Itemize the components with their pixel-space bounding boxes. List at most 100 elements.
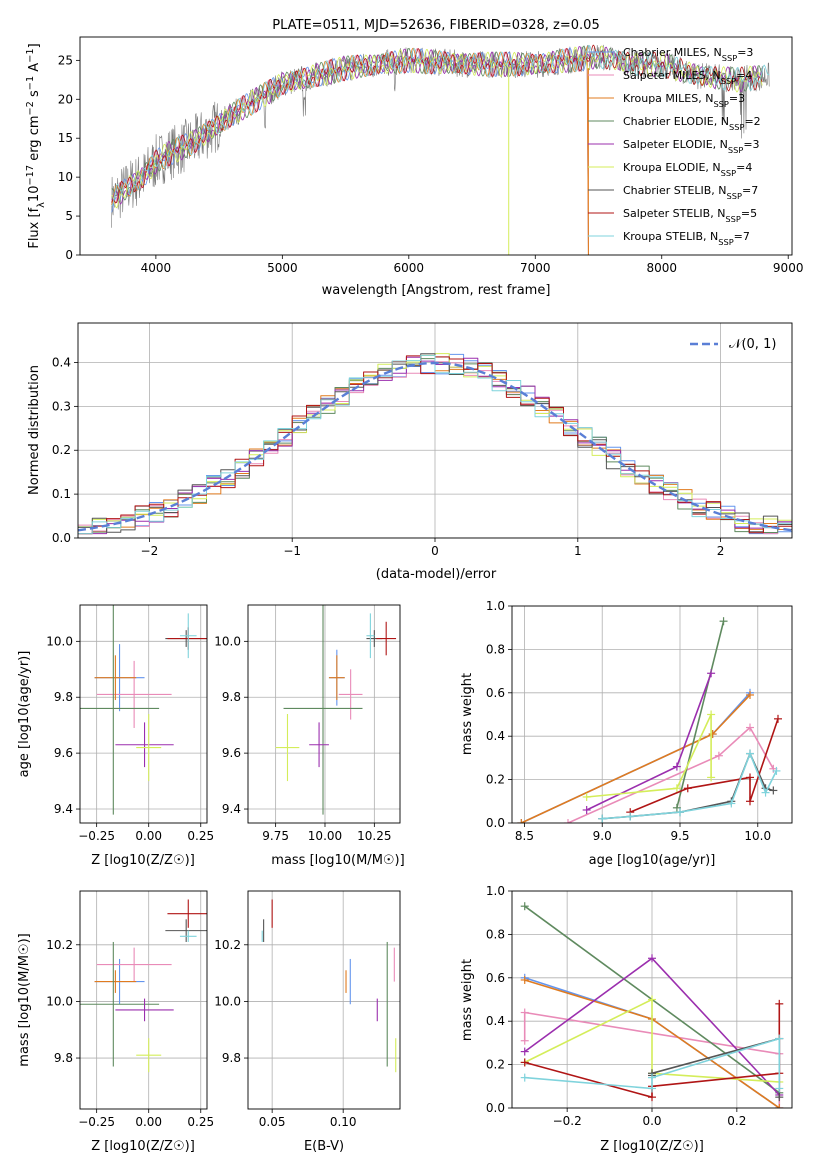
text-span: A (27, 63, 42, 76)
weight_vs_age-plot-area (512, 606, 792, 823)
x-tick-label: 10.00 (308, 829, 342, 843)
model-spectrum-kroupa-elodie (111, 45, 763, 209)
y-tick-label: 0.8 (486, 642, 505, 656)
y-tick-label: 15 (58, 131, 73, 145)
x-tick-label: 9000 (773, 261, 804, 275)
y-tick-label: 9.8 (54, 690, 73, 704)
weight-line-salpeter-miles (567, 726, 774, 823)
legend-label: 𝒩(0, 1) (729, 337, 776, 352)
y-tick-label: 0.6 (486, 686, 505, 700)
text-span: −1 (25, 48, 36, 62)
text-span: s (27, 90, 42, 101)
text-span: erg cm (27, 115, 42, 164)
weight-vs-age-xlabel: age [log10(age/yr)] (589, 853, 716, 868)
weight-vs-z-xlabel: Z [log10(Z/Z☉)] (600, 1139, 704, 1154)
age_vs_mass-plot-area (248, 605, 400, 823)
y-tick-label: 9.6 (222, 746, 241, 760)
mass-vs-z-ylabel: mass [log10(M/M☉)] (17, 933, 32, 1066)
x-tick-label: 5000 (267, 261, 298, 275)
x-tick-label: 8.5 (515, 829, 534, 843)
y-tick-label: 9.4 (54, 802, 73, 816)
age-vs-z-ylabel: age [log10(age/yr)] (17, 651, 32, 778)
text-span: Chabrier MILES, N (623, 46, 722, 59)
x-tick-label: 0.25 (187, 829, 214, 843)
weight-line-chabrier-elodie (676, 621, 725, 808)
x-tick-label: 8000 (646, 261, 677, 275)
mass-vs-z-xlabel: Z [log10(Z/Z☉)] (91, 1139, 195, 1154)
text-span: =4 (736, 161, 752, 174)
y-tick-label: 0.2 (486, 773, 505, 787)
age_vs_mass-frame (247, 604, 401, 824)
age-vs-z-xlabel: Z [log10(Z/Z☉)] (91, 853, 195, 868)
mass_vs_Z-plot-area (80, 891, 207, 1109)
text-span: SSP (721, 76, 736, 86)
mass_vs_ebv-frame (247, 890, 401, 1110)
gaussian-reference-line (78, 361, 792, 532)
legend-label: Kroupa MILES, NSSP=3 (623, 92, 745, 109)
legend-label: Salpeter MILES, NSSP=4 (623, 69, 752, 86)
x-tick-label: 1 (574, 544, 582, 558)
text-span: SSP (718, 237, 733, 247)
x-tick-label: 0.2 (727, 1114, 746, 1128)
text-span: Kroupa MILES, N (623, 92, 713, 105)
text-span: 𝒩 (729, 337, 744, 352)
y-tick-label: 0.6 (486, 971, 505, 985)
age_vs_Z-plot-area (80, 605, 207, 823)
text-span: =3 (737, 46, 753, 59)
y-tick-label: 1.0 (486, 884, 505, 898)
x-tick-label: 0.00 (135, 829, 162, 843)
text-span: 10 (27, 186, 42, 203)
y-tick-label: 9.8 (222, 1051, 241, 1065)
text-span: =7 (734, 230, 750, 243)
y-tick-label: 10.0 (46, 994, 73, 1008)
model-spectrum-salpeter-miles (111, 48, 589, 255)
weight-vs-z-ylabel: mass weight (460, 959, 475, 1041)
x-tick-label: 0 (431, 544, 439, 558)
x-tick-label: −2 (141, 544, 159, 558)
text-span: Salpeter STELIB, N (623, 207, 725, 220)
weight-vs-age-ylabel: mass weight (460, 673, 475, 755)
text-span: =7 (742, 184, 758, 197)
text-span: −17 (25, 165, 36, 186)
y-tick-label: 10 (58, 170, 73, 184)
y-tick-label: 0.0 (52, 531, 71, 545)
legend-label: Kroupa ELODIE, NSSP=4 (623, 161, 752, 178)
y-tick-label: 10.0 (46, 634, 73, 648)
x-tick-label: 0.05 (259, 1115, 286, 1129)
text-span: Chabrier STELIB, N (623, 184, 727, 197)
x-tick-label: 0.10 (330, 1115, 357, 1129)
y-tick-label: 10.2 (46, 938, 73, 952)
x-tick-label: 7000 (520, 261, 551, 275)
spectrum-title: PLATE=0511, MJD=52636, FIBERID=0328, z=0… (272, 18, 599, 33)
x-tick-label: 0.00 (135, 1115, 162, 1129)
y-tick-label: 0 (65, 248, 73, 262)
weight-line-chabrier-stelib (651, 1037, 781, 1098)
spectrum-xlabel: wavelength [Angstrom, rest frame] (322, 283, 551, 298)
y-tick-label: 9.8 (54, 1051, 73, 1065)
text-span: Flux [f (27, 207, 42, 248)
weight_vs_age-frame (511, 605, 793, 824)
residuals-ylabel: Normed distribution (27, 365, 42, 495)
y-tick-label: 0.1 (52, 487, 71, 501)
weight-line-salpeter-elodie (586, 673, 712, 811)
y-tick-label: 0.4 (486, 1014, 505, 1028)
y-tick-label: 0.0 (486, 1101, 505, 1115)
x-tick-label: 0.25 (187, 1115, 214, 1129)
legend-label: Salpeter STELIB, NSSP=5 (623, 207, 757, 224)
age-vs-mass-xlabel: mass [log10(M/M☉)] (271, 853, 404, 868)
text-span: SSP (728, 145, 743, 155)
text-span: −1 (25, 76, 36, 90)
weight-line-kroupa-elodie (524, 998, 780, 1083)
spectrum-frame (79, 36, 793, 256)
model-spectrum-chabrier-miles (111, 47, 589, 255)
residuals-plot-area (78, 323, 792, 538)
text-span: SSP (713, 99, 728, 109)
legend-label: Salpeter ELODIE, NSSP=3 (623, 138, 760, 155)
text-span: SSP (725, 214, 740, 224)
y-tick-label: 0.8 (486, 927, 505, 941)
x-tick-label: 0.0 (642, 1114, 661, 1128)
mass-vs-ebv-xlabel: E(B-V) (304, 1139, 344, 1154)
x-tick-label: 6000 (394, 261, 425, 275)
y-tick-label: 0.4 (486, 729, 505, 743)
